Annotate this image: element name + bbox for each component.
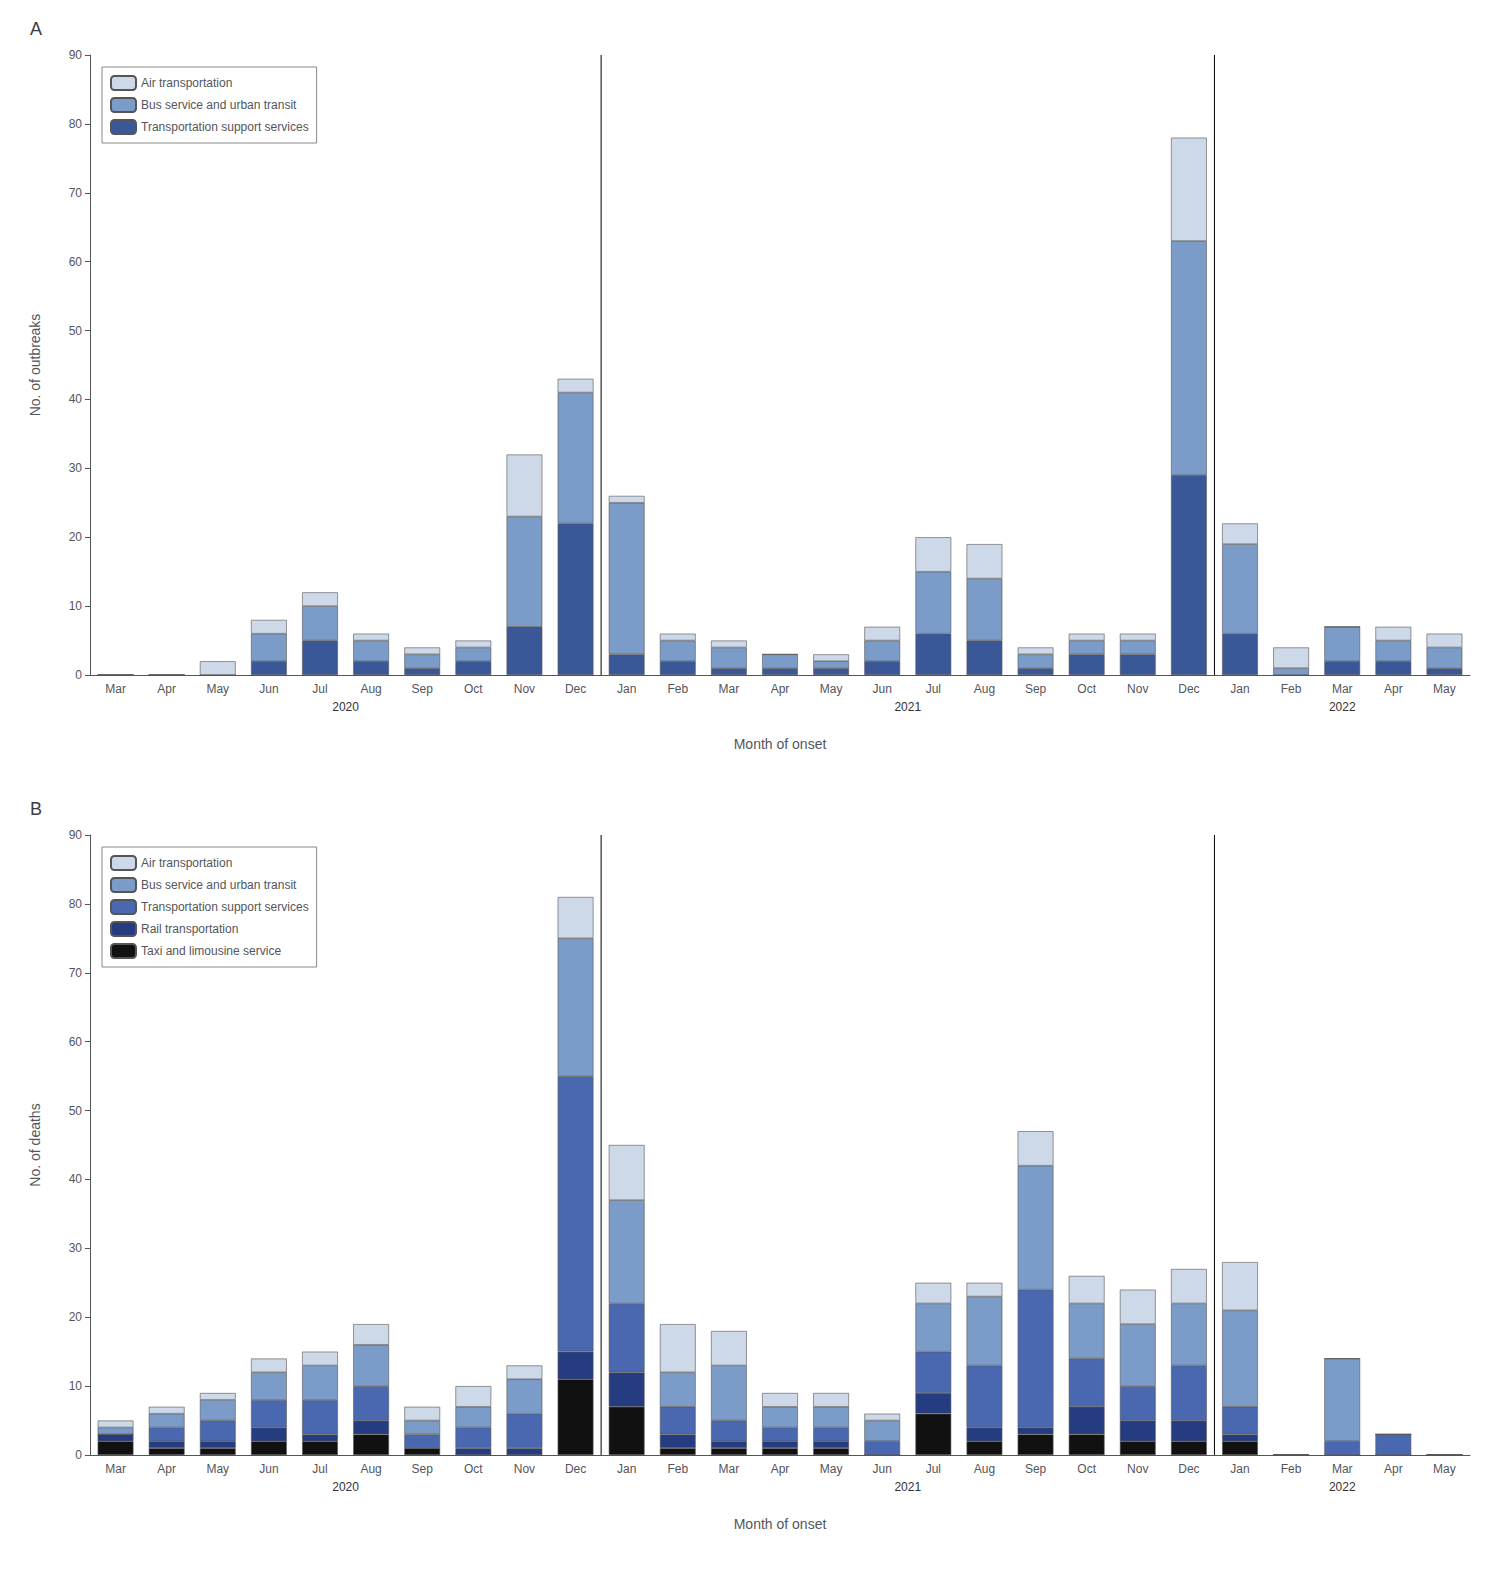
svg-text:20: 20 [69,1310,83,1324]
svg-text:Month of onset: Month of onset [734,1516,827,1532]
svg-text:A: A [30,19,42,39]
svg-text:40: 40 [69,392,83,406]
svg-text:Sep: Sep [1025,682,1047,696]
svg-text:Mar: Mar [105,1462,126,1476]
svg-text:Dec: Dec [1178,1462,1199,1476]
svg-text:Nov: Nov [514,1462,535,1476]
svg-text:Jun: Jun [259,1462,278,1476]
svg-text:Jul: Jul [312,682,327,696]
svg-text:Transportation support service: Transportation support services [141,900,309,914]
svg-text:Jan: Jan [617,682,636,696]
svg-text:Dec: Dec [565,682,586,696]
svg-text:2020: 2020 [332,700,359,714]
svg-text:Aug: Aug [974,1462,995,1476]
svg-text:Jun: Jun [873,1462,892,1476]
svg-text:Jul: Jul [312,1462,327,1476]
svg-text:70: 70 [69,966,83,980]
svg-text:2022: 2022 [1329,1480,1356,1494]
svg-text:B: B [30,799,42,819]
svg-text:No. of outbreaks: No. of outbreaks [27,314,43,417]
svg-text:Aug: Aug [360,1462,381,1476]
svg-text:2021: 2021 [894,1480,921,1494]
svg-text:Dec: Dec [565,1462,586,1476]
svg-text:30: 30 [69,1241,83,1255]
svg-text:Oct: Oct [464,1462,483,1476]
svg-text:Oct: Oct [1077,1462,1096,1476]
svg-text:Bus service and urban transit: Bus service and urban transit [141,878,297,892]
svg-text:Aug: Aug [974,682,995,696]
svg-text:Sep: Sep [1025,1462,1047,1476]
svg-text:Feb: Feb [667,682,688,696]
svg-text:0: 0 [75,668,82,682]
svg-text:Nov: Nov [1127,1462,1148,1476]
svg-text:Jun: Jun [873,682,892,696]
svg-text:60: 60 [69,255,83,269]
svg-text:90: 90 [69,48,83,62]
svg-text:Sep: Sep [412,1462,434,1476]
svg-text:Transportation support service: Transportation support services [141,120,309,134]
svg-text:40: 40 [69,1172,83,1186]
svg-text:Apr: Apr [1384,682,1403,696]
svg-text:Jan: Jan [617,1462,636,1476]
svg-text:0: 0 [75,1448,82,1462]
svg-text:10: 10 [69,599,83,613]
svg-text:Mar: Mar [719,1462,740,1476]
svg-text:Oct: Oct [1077,682,1096,696]
svg-text:Mar: Mar [1332,682,1353,696]
svg-text:May: May [206,1462,229,1476]
svg-text:Dec: Dec [1178,682,1199,696]
svg-text:Rail transportation: Rail transportation [141,922,238,936]
svg-text:Mar: Mar [1332,1462,1353,1476]
svg-text:Feb: Feb [667,1462,688,1476]
svg-text:70: 70 [69,186,83,200]
svg-text:No. of deaths: No. of deaths [27,1103,43,1186]
svg-text:Sep: Sep [412,682,434,696]
svg-text:30: 30 [69,461,83,475]
svg-text:May: May [206,682,229,696]
svg-text:80: 80 [69,897,83,911]
svg-text:May: May [820,682,843,696]
svg-text:Jan: Jan [1230,682,1249,696]
svg-text:10: 10 [69,1379,83,1393]
svg-text:Air transportation: Air transportation [141,76,232,90]
svg-text:Nov: Nov [1127,682,1148,696]
svg-text:2021: 2021 [894,700,921,714]
svg-text:60: 60 [69,1035,83,1049]
svg-text:Mar: Mar [105,682,126,696]
svg-text:Apr: Apr [157,682,176,696]
svg-text:Taxi and limousine service: Taxi and limousine service [141,944,281,958]
svg-text:Apr: Apr [771,1462,790,1476]
svg-text:Aug: Aug [360,682,381,696]
svg-text:Apr: Apr [157,1462,176,1476]
svg-text:Apr: Apr [1384,1462,1403,1476]
svg-text:Jul: Jul [926,1462,941,1476]
svg-text:May: May [820,1462,843,1476]
svg-text:May: May [1433,682,1456,696]
svg-text:50: 50 [69,324,83,338]
svg-text:Apr: Apr [771,682,790,696]
svg-text:Oct: Oct [464,682,483,696]
svg-text:Nov: Nov [514,682,535,696]
svg-text:Month of onset: Month of onset [734,736,827,752]
svg-text:Jan: Jan [1230,1462,1249,1476]
svg-text:Air transportation: Air transportation [141,856,232,870]
svg-text:Feb: Feb [1281,1462,1302,1476]
svg-text:Jun: Jun [259,682,278,696]
svg-text:90: 90 [69,828,83,842]
svg-text:Feb: Feb [1281,682,1302,696]
svg-text:50: 50 [69,1104,83,1118]
svg-text:80: 80 [69,117,83,131]
svg-text:2020: 2020 [332,1480,359,1494]
svg-text:Bus service and urban transit: Bus service and urban transit [141,98,297,112]
svg-text:Jul: Jul [926,682,941,696]
svg-text:2022: 2022 [1329,700,1356,714]
svg-text:20: 20 [69,530,83,544]
svg-text:May: May [1433,1462,1456,1476]
svg-text:Mar: Mar [719,682,740,696]
